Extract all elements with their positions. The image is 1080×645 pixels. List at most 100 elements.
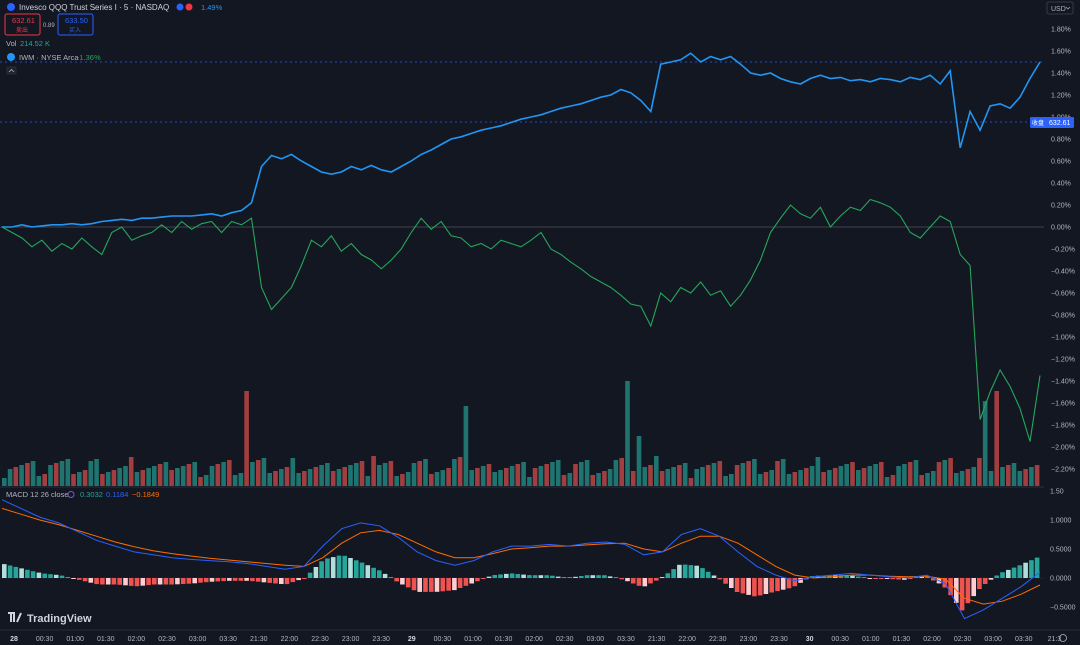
- macd-hist-bar: [890, 578, 896, 580]
- macd-hist-bar: [100, 578, 105, 585]
- volume-bar: [504, 468, 509, 486]
- volume-bar: [1011, 463, 1017, 486]
- macd-hist-bar: [994, 575, 999, 578]
- macd-hist-bar: [527, 575, 532, 578]
- macd-hist-bar: [446, 578, 451, 591]
- symbol-logo-icon: [7, 3, 15, 11]
- volume-bar: [757, 474, 763, 486]
- macd-hist-bar: [377, 570, 382, 578]
- volume-bar: [555, 460, 561, 486]
- volume-bar: [480, 466, 486, 486]
- macd-value: 0.1184: [106, 490, 128, 499]
- macd-hist-bar: [907, 578, 913, 579]
- price-label-tag: 收盘: [1032, 119, 1044, 127]
- sell-button[interactable]: [4, 13, 41, 36]
- macd-hist-bar: [105, 578, 111, 585]
- volume-bar: [244, 391, 249, 486]
- axis-settings-icon[interactable]: [1059, 634, 1067, 642]
- volume-bar: [486, 464, 492, 486]
- y-tick-label: −1.80%: [1051, 423, 1075, 430]
- macd-hist-bar: [654, 578, 659, 581]
- legend-header[interactable]: Invesco QQQ Trust Series I · 5 · NASDAQ …: [4, 3, 223, 75]
- x-tick-label: 03:00: [189, 636, 207, 643]
- macd-hist-bar: [238, 578, 244, 581]
- macd-hist-bar: [931, 578, 936, 581]
- eye-icon[interactable]: [176, 3, 184, 11]
- macd-hist-bar: [134, 578, 140, 587]
- macd-hist-bar: [1029, 560, 1034, 578]
- qqq-line: [2, 52, 1041, 228]
- macd-hist-bar: [659, 577, 665, 578]
- x-tick-label: 01:30: [97, 636, 115, 643]
- vol-label: Vol: [6, 39, 17, 48]
- macd-hist-bar: [94, 578, 99, 585]
- macd-hist-bar: [1023, 562, 1028, 578]
- y-tick-label: 1.20%: [1051, 93, 1071, 100]
- macd-hist-bar: [532, 575, 538, 578]
- volume-bar: [88, 461, 94, 486]
- volume-bar: [619, 458, 624, 486]
- chevron-up-icon: [8, 68, 15, 73]
- settings-icon[interactable]: [67, 491, 75, 498]
- volume-bar: [590, 475, 596, 486]
- macd-hist-bar: [163, 578, 169, 585]
- macd-hist-bar: [250, 578, 255, 582]
- time-axis[interactable]: 28 00:30 01:00 01:30 02:00 02:30 03:00 03:30 21:…: [0, 629, 1080, 643]
- tradingview-watermark[interactable]: TradingView: [8, 612, 92, 625]
- volume-bar: [48, 465, 53, 486]
- buy-price: 633.50: [65, 16, 88, 25]
- buy-button[interactable]: [57, 13, 94, 36]
- macd-hist-bar: [959, 578, 965, 611]
- macd-hist-bar: [740, 578, 746, 594]
- signal-value: −0.1849: [132, 490, 159, 499]
- volume-bar: [296, 473, 301, 486]
- volume-bar: [694, 469, 699, 486]
- macd-hist-bar: [648, 578, 653, 584]
- volume-bar: [209, 466, 215, 486]
- compare-symbol[interactable]: IWM · NYSE Arca: [19, 53, 79, 62]
- macd-hist-bar: [469, 578, 474, 584]
- macd-hist-bar: [411, 578, 417, 591]
- currency-button[interactable]: [1046, 1, 1074, 15]
- macd-pane[interactable]: [0, 499, 1044, 620]
- macd-hist-bar: [723, 578, 728, 584]
- volume-bar: [215, 464, 221, 486]
- x-tick-label: 03:30: [617, 636, 635, 643]
- macd-hist-bar: [417, 578, 422, 592]
- symbol-title[interactable]: Invesco QQQ Trust Series I · 5 · NASDAQ: [19, 3, 169, 12]
- volume-bar: [948, 458, 953, 486]
- macd-legend[interactable]: MACD 12 26 close 0.3032 0.1184 −0.1849: [6, 490, 159, 499]
- collapse-legend-button[interactable]: [6, 66, 17, 75]
- macd-label[interactable]: MACD 12 26 close: [6, 490, 69, 499]
- macd-hist-bar: [555, 576, 561, 578]
- macd-hist-bar: [630, 578, 636, 584]
- compare-symbol-icon: [7, 53, 15, 61]
- macd-hist-bar: [42, 573, 47, 578]
- x-tick-label: 29: [408, 636, 416, 643]
- macd-hist-bar: [573, 576, 578, 578]
- macd-hist-bar: [65, 577, 71, 578]
- axis-background: [1044, 0, 1080, 630]
- volume-bar: [527, 477, 532, 486]
- flag-icon[interactable]: [185, 3, 193, 11]
- macd-hist-bar: [30, 571, 36, 578]
- y-tick-label: −0.80%: [1051, 313, 1075, 320]
- macd-hist-bar: [579, 576, 584, 578]
- currency-label: USD: [1051, 6, 1066, 13]
- macd-hist-bar: [53, 574, 59, 578]
- macd-hist-bar: [111, 578, 117, 585]
- volume-bar: [809, 466, 815, 486]
- main-pane[interactable]: [0, 52, 1044, 486]
- macd-hist-bar: [544, 575, 549, 578]
- volume-bar: [798, 470, 803, 486]
- macd-hist-bar: [677, 564, 682, 578]
- sell-label: 卖出: [16, 26, 28, 34]
- volume-bar: [919, 475, 924, 486]
- volume-bar: [804, 468, 809, 486]
- macd-hist-bar: [480, 578, 486, 579]
- macd-hist-bar: [429, 578, 434, 592]
- volume-bars: [2, 381, 1040, 486]
- price-axis[interactable]: USD 1.80%1.60%1.40%1.20%1.00%0.80%0.60%0…: [1030, 0, 1080, 630]
- volume-bar: [232, 475, 238, 486]
